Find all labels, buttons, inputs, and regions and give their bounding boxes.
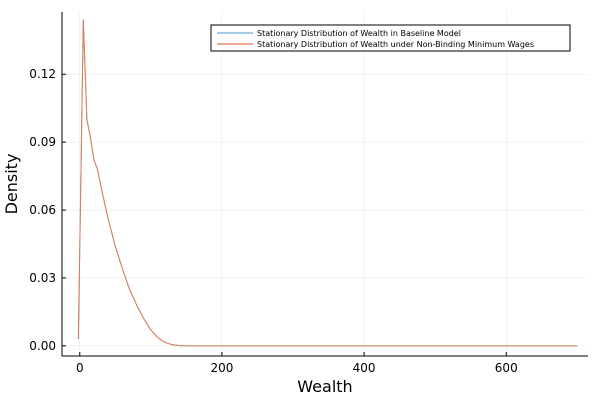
series-line-1 (77, 19, 578, 347)
legend-label: Stationary Distribution of Wealth under … (257, 40, 534, 49)
x-axis-title: Wealth (297, 377, 352, 396)
x-tick-label: 400 (353, 361, 376, 375)
x-tick-label: 0 (76, 361, 84, 375)
x-tick-label: 200 (210, 361, 233, 375)
x-tick-label: 600 (495, 361, 518, 375)
legend-box (210, 24, 571, 52)
y-tick-label: 0.12 (29, 67, 56, 81)
y-axis-title: Density (2, 154, 21, 215)
legend: Stationary Distribution of Wealth in Bas… (210, 24, 571, 52)
axes (61, 12, 588, 357)
y-tick-label: 0.09 (29, 135, 56, 149)
series-lines (77, 19, 578, 347)
y-tick-label: 0.06 (29, 203, 56, 217)
y-tick-label: 0.00 (29, 339, 56, 353)
y-tick-label: 0.03 (29, 271, 56, 285)
grid (62, 12, 588, 356)
legend-label: Stationary Distribution of Wealth in Bas… (257, 29, 461, 38)
series-line-2 (77, 19, 578, 347)
tick-labels: 0 200 400 600 0.00 0.03 0.06 0.09 0.12 (29, 67, 517, 375)
